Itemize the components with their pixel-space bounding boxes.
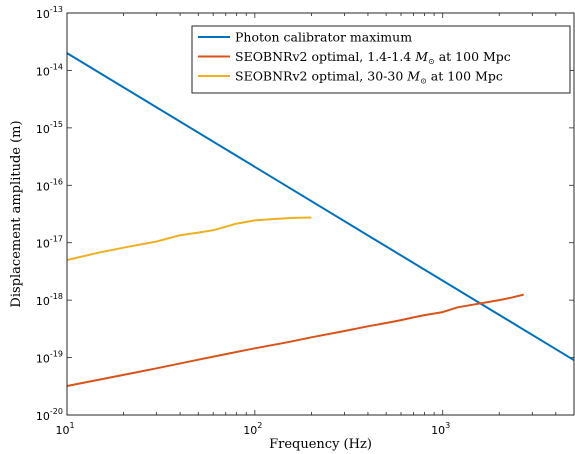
y-tick-label-exponent: -17 xyxy=(50,235,63,244)
x-tick-label-base: 10 xyxy=(243,424,257,437)
x-tick-label-base: 10 xyxy=(55,424,69,437)
legend-entry-2: SEOBNRv2 optimal, 1.4-1.4 M⊙ at 100 Mpc xyxy=(235,49,511,66)
y-tick-label-base: 10 xyxy=(36,180,50,193)
series-layer xyxy=(66,52,575,387)
y-tick-label: 10-15 xyxy=(36,120,63,136)
legend-mass-symbol: M xyxy=(414,49,429,64)
y-tick-label-base: 10 xyxy=(36,65,50,78)
x-tick-label: 102 xyxy=(243,421,262,437)
y-tick-label-base: 10 xyxy=(36,295,50,308)
legend-label: SEOBNRv2 optimal, 30-30 xyxy=(235,69,407,84)
legend-sun-subscript: ⊙ xyxy=(420,77,427,86)
y-tick-label: 10-14 xyxy=(36,62,63,78)
y-tick-label: 10-17 xyxy=(36,235,63,251)
x-tick-label: 101 xyxy=(55,421,74,437)
tick-labels: 101 102 10310-2010-1910-1810-1710-1610-151… xyxy=(36,5,450,437)
y-tick-label: 10-16 xyxy=(36,177,63,193)
x-tick-label: 103 xyxy=(431,421,450,437)
y-tick-label-base: 10 xyxy=(36,123,50,136)
legend-label-suffix: at 100 Mpc xyxy=(435,49,511,64)
y-tick-label-exponent: -18 xyxy=(50,292,63,301)
legend-label: SEOBNRv2 optimal, 1.4-1.4 xyxy=(235,49,415,64)
y-tick-label-base: 10 xyxy=(36,238,50,251)
series-line-2 xyxy=(66,293,524,387)
y-tick-label: 10-20 xyxy=(36,407,63,423)
x-axis-label: Frequency (Hz) xyxy=(269,437,372,452)
legend-sun-subscript: ⊙ xyxy=(428,57,435,66)
y-tick-label-base: 10 xyxy=(36,410,50,423)
y-tick-label: 10-18 xyxy=(36,292,63,308)
series-line-1 xyxy=(66,52,575,362)
y-tick-label-exponent: -15 xyxy=(50,120,63,129)
legend-entry-1: Photon calibrator maximum xyxy=(235,30,412,45)
x-tick-label-exponent: 1 xyxy=(69,421,74,430)
legend-label-suffix: at 100 Mpc xyxy=(427,69,503,84)
legend-entry-3: SEOBNRv2 optimal, 30-30 M⊙ at 100 Mpc xyxy=(235,69,503,86)
legend-label: Photon calibrator maximum xyxy=(235,30,412,45)
y-tick-label-exponent: -19 xyxy=(50,350,63,359)
legend-mass-symbol: M xyxy=(406,69,421,84)
x-tick-label-exponent: 3 xyxy=(445,421,450,430)
y-tick-label: 10-13 xyxy=(36,5,63,21)
plot-frame xyxy=(66,12,575,416)
x-tick-label-base: 10 xyxy=(431,424,445,437)
series-line-3 xyxy=(66,216,312,261)
legend-box xyxy=(191,25,571,94)
y-axis-label: Displacement amplitude (m) xyxy=(9,120,24,307)
y-tick-label: 10-19 xyxy=(36,350,63,366)
y-tick-label-base: 10 xyxy=(36,353,50,366)
y-tick-label-base: 10 xyxy=(36,8,50,21)
y-tick-label-exponent: -16 xyxy=(50,177,63,186)
x-tick-label-exponent: 2 xyxy=(257,421,262,430)
y-tick-label-exponent: -13 xyxy=(50,5,63,14)
legend: Photon calibrator maximum SEOBNRv2 optima… xyxy=(191,25,571,94)
y-tick-label-exponent: -14 xyxy=(50,62,63,71)
y-tick-label-exponent: -20 xyxy=(50,407,63,416)
